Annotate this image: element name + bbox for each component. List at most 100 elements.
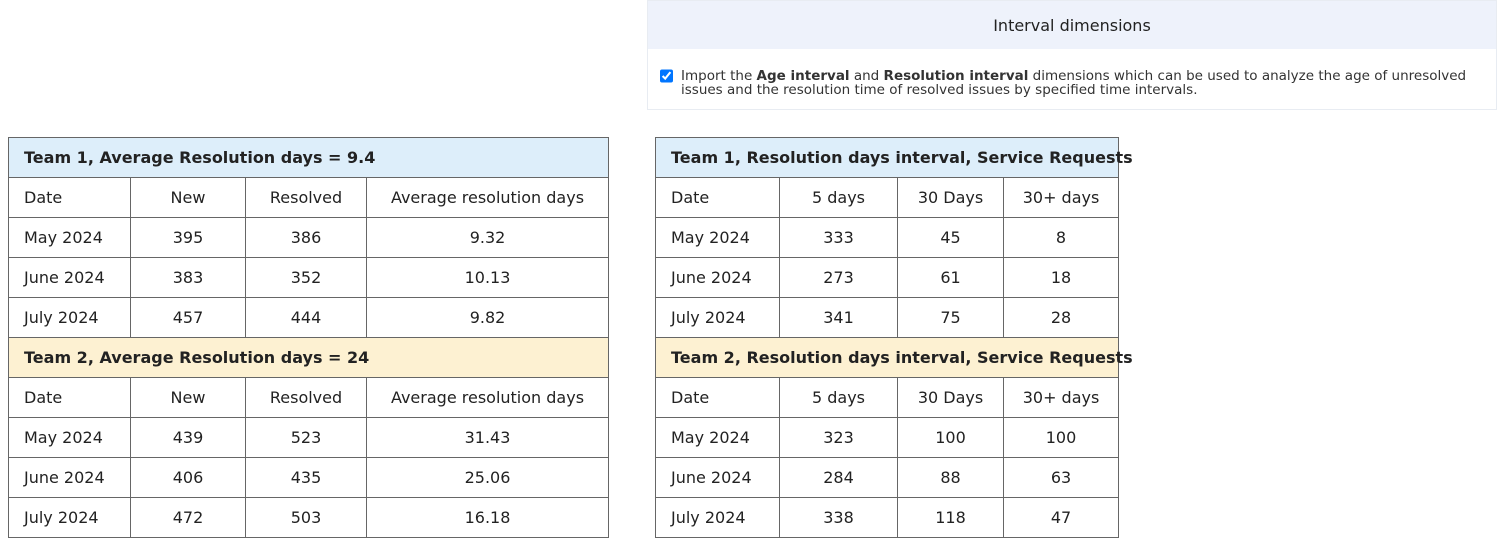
cell: 435 bbox=[245, 457, 367, 498]
header-cell: 30+ days bbox=[1002, 177, 1120, 218]
cell: 503 bbox=[245, 497, 367, 538]
cell: July 2024 bbox=[8, 297, 131, 338]
cell: 444 bbox=[245, 297, 367, 338]
cell: July 2024 bbox=[8, 497, 131, 538]
header-cell: Date bbox=[655, 377, 780, 418]
checkbox[interactable] bbox=[660, 69, 673, 83]
header-cell: New bbox=[130, 177, 246, 218]
cell: 439 bbox=[130, 417, 246, 458]
data-row: May 2024 439 523 31.43 bbox=[8, 417, 609, 458]
cell: July 2024 bbox=[655, 497, 780, 538]
right-table: Team 1, Resolution days interval, Servic… bbox=[654, 137, 1133, 538]
cell: 406 bbox=[130, 457, 246, 498]
data-row: June 2024 406 435 25.06 bbox=[8, 457, 609, 498]
cell: 338 bbox=[779, 497, 898, 538]
cell: 100 bbox=[897, 417, 1004, 458]
section-title: Team 1, Average Resolution days = 9.4 bbox=[8, 137, 609, 178]
cell: July 2024 bbox=[655, 297, 780, 338]
cell: 273 bbox=[779, 257, 898, 298]
header-row: Date New Resolved Average resolution days bbox=[8, 377, 609, 418]
header-cell: 5 days bbox=[779, 377, 898, 418]
cell: 75 bbox=[897, 297, 1004, 338]
table-body: Team 1, Resolution days interval, Servic… bbox=[654, 137, 1133, 538]
cell: June 2024 bbox=[8, 457, 131, 498]
header-row: Date New Resolved Average resolution days bbox=[8, 177, 609, 218]
text: Age interval bbox=[756, 68, 850, 84]
section-title: Team 1, Resolution days interval, Servic… bbox=[654, 137, 1133, 178]
data-row: July 2024 341 75 28 bbox=[655, 297, 1120, 338]
cell: 9.82 bbox=[366, 297, 609, 338]
header-cell: 30 Days bbox=[897, 177, 1004, 218]
text: Import the bbox=[681, 68, 757, 84]
cell: 395 bbox=[130, 217, 246, 258]
cell: 45 bbox=[897, 217, 1004, 258]
cell: June 2024 bbox=[655, 257, 780, 298]
header-cell: 30+ days bbox=[1002, 377, 1120, 418]
header-cell: New bbox=[130, 377, 246, 418]
cell: 523 bbox=[245, 417, 367, 458]
section-title: Team 2, Resolution days interval, Servic… bbox=[654, 337, 1133, 378]
panel-title: Interval dimensions bbox=[648, 1, 1496, 49]
cell: 9.32 bbox=[366, 217, 609, 258]
data-row: July 2024 472 503 16.18 bbox=[8, 497, 609, 538]
cell: 352 bbox=[245, 257, 367, 298]
header-cell: Date bbox=[8, 177, 131, 218]
cell: 28 bbox=[1002, 297, 1120, 338]
cell: May 2024 bbox=[655, 417, 780, 458]
data-row: June 2024 383 352 10.13 bbox=[8, 257, 609, 298]
data-row: May 2024 323 100 100 bbox=[655, 417, 1120, 458]
cell: 31.43 bbox=[366, 417, 609, 458]
cell: 383 bbox=[130, 257, 246, 298]
text: and bbox=[849, 68, 884, 84]
header-cell: Date bbox=[8, 377, 131, 418]
header-cell: Average resolution days bbox=[366, 377, 609, 418]
cell: 100 bbox=[1002, 417, 1120, 458]
data-row: July 2024 338 118 47 bbox=[655, 497, 1120, 538]
settings-panel: Interval dimensions Import the Age inter… bbox=[647, 0, 1497, 110]
cell: 88 bbox=[897, 457, 1004, 498]
text: Resolution interval bbox=[883, 68, 1029, 84]
cell: 8 bbox=[1002, 217, 1120, 258]
data-row: May 2024 395 386 9.32 bbox=[8, 217, 609, 258]
cell: 47 bbox=[1002, 497, 1120, 538]
cell: 16.18 bbox=[366, 497, 609, 538]
cell: 323 bbox=[779, 417, 898, 458]
data-row: July 2024 457 444 9.82 bbox=[8, 297, 609, 338]
header-row: Date 5 days 30 Days 30+ days bbox=[655, 177, 1120, 218]
cell: May 2024 bbox=[655, 217, 780, 258]
cell: May 2024 bbox=[8, 417, 131, 458]
header-cell: 5 days bbox=[779, 177, 898, 218]
data-row: May 2024 333 45 8 bbox=[655, 217, 1120, 258]
cell: 118 bbox=[897, 497, 1004, 538]
header-row: Date 5 days 30 Days 30+ days bbox=[655, 377, 1120, 418]
text: dimensions which can be used to analyze … bbox=[681, 68, 1467, 98]
cell: 341 bbox=[779, 297, 898, 338]
cell: 386 bbox=[245, 217, 367, 258]
cell: 18 bbox=[1002, 257, 1120, 298]
section-title-row: Team 1, Average Resolution days = 9.4 bbox=[8, 137, 609, 178]
cell: 284 bbox=[779, 457, 898, 498]
left-table: Team 1, Average Resolution days = 9.4 Dat… bbox=[8, 137, 609, 538]
section-title-row: Team 2, Resolution days interval, Servic… bbox=[654, 337, 1133, 378]
checkbox-label[interactable]: Import the Age interval and Resolution i… bbox=[681, 69, 1468, 97]
cell: 333 bbox=[779, 217, 898, 258]
header-cell: Average resolution days bbox=[366, 177, 609, 218]
cell: 63 bbox=[1002, 457, 1120, 498]
header-cell: Date bbox=[655, 177, 780, 218]
cell: 457 bbox=[130, 297, 246, 338]
cell: 25.06 bbox=[366, 457, 609, 498]
data-row: June 2024 284 88 63 bbox=[655, 457, 1120, 498]
section-title: Team 2, Average Resolution days = 24 bbox=[8, 337, 609, 378]
cell: 61 bbox=[897, 257, 1004, 298]
section-title-row: Team 2, Average Resolution days = 24 bbox=[8, 337, 609, 378]
cell: June 2024 bbox=[655, 457, 780, 498]
table-body: Team 1, Average Resolution days = 9.4 Dat… bbox=[8, 137, 609, 538]
data-row: June 2024 273 61 18 bbox=[655, 257, 1120, 298]
header-cell: 30 Days bbox=[897, 377, 1004, 418]
cell: 10.13 bbox=[366, 257, 609, 298]
cell: 472 bbox=[130, 497, 246, 538]
section-title-row: Team 1, Resolution days interval, Servic… bbox=[654, 137, 1133, 178]
panel-body: Import the Age interval and Resolution i… bbox=[648, 49, 1496, 97]
cell: June 2024 bbox=[8, 257, 131, 298]
